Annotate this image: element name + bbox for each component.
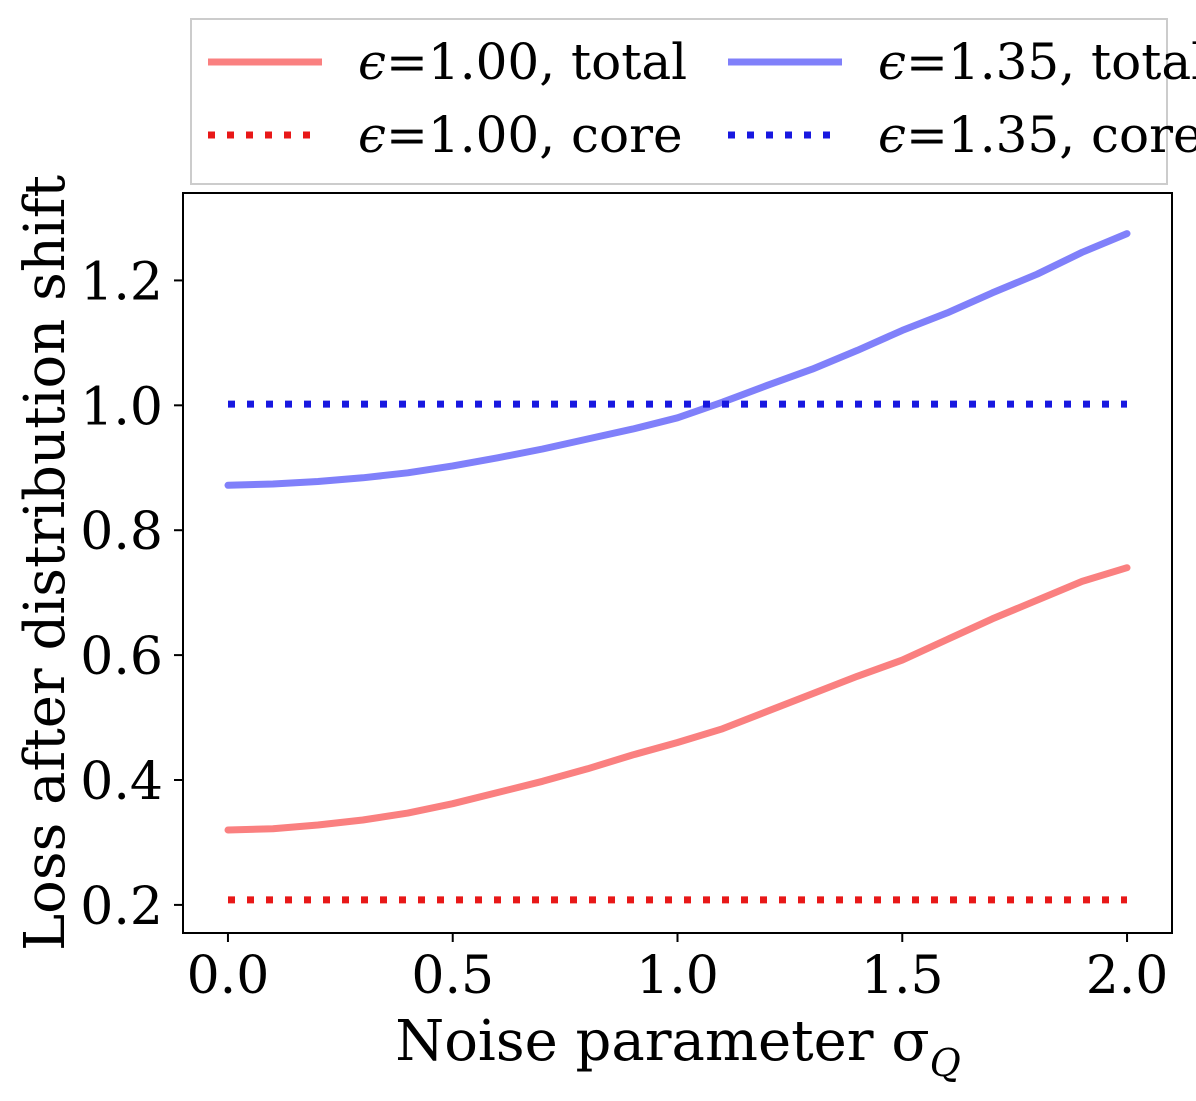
y-tick-label: 0.4 — [80, 752, 163, 812]
y-tick-label: 1.2 — [80, 252, 163, 312]
x-axis-label: Noise parameter σQ — [395, 1009, 961, 1085]
series-layer — [224, 230, 1131, 904]
legend-label-1: ϵ=1.35, total — [878, 33, 1196, 91]
series-line-0 — [224, 564, 1131, 834]
x-tick-label: 1.5 — [861, 946, 944, 1006]
legend-label-2: ϵ=1.00, core — [358, 106, 683, 164]
x-tick-label: 0.0 — [187, 946, 270, 1006]
x-tick-label: 1.0 — [636, 946, 719, 1006]
series-line-1 — [224, 230, 1131, 489]
x-ticks: 0.0 0.5 1.0 1.5 2.0 — [187, 933, 1169, 1006]
y-tick-label: 0.8 — [80, 502, 163, 562]
legend-label-0: ϵ=1.00, total — [358, 33, 687, 91]
y-tick-label: 0.2 — [80, 877, 163, 937]
y-axis-label: Loss after distribution shift — [13, 174, 78, 951]
x-tick-label: 2.0 — [1086, 946, 1169, 1006]
y-tick-label: 1.0 — [80, 377, 163, 437]
x-axis-label-subscript: Q — [930, 1041, 961, 1085]
legend: ϵ=1.00, total ϵ=1.35, total ϵ=1.00, core ϵ=… — [208, 33, 1196, 164]
legend-label-3: ϵ=1.35, core — [878, 106, 1196, 164]
legend-box — [190, 18, 1168, 185]
y-ticks: 0.2 0.4 0.6 0.8 1.0 1.2 — [80, 252, 183, 937]
y-tick-label: 0.6 — [80, 627, 163, 687]
x-tick-label: 0.5 — [411, 946, 494, 1006]
